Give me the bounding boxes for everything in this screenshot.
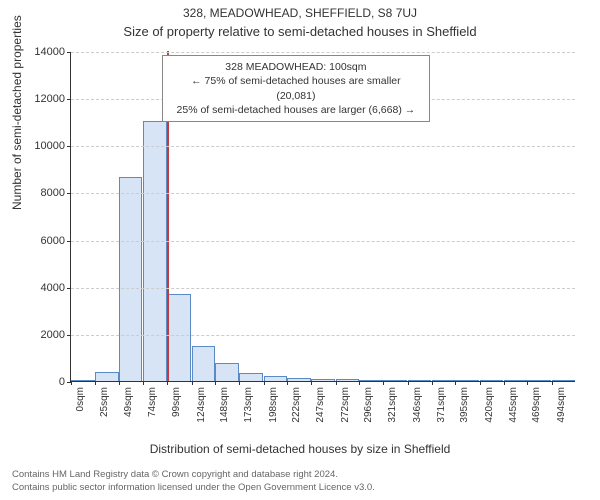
histogram-bar <box>95 372 119 381</box>
xtick-mark <box>504 381 505 385</box>
gridline <box>71 52 575 53</box>
xtick-label: 148sqm <box>219 387 230 423</box>
histogram-bar <box>192 346 216 381</box>
histogram-bar <box>408 380 432 381</box>
histogram-bar <box>527 380 551 381</box>
histogram-bar <box>143 121 167 381</box>
xtick-label: 321sqm <box>387 387 398 423</box>
ytick-label: 14000 <box>34 46 65 58</box>
histogram-bar <box>239 373 263 381</box>
xtick-mark <box>143 381 144 385</box>
ytick-label: 12000 <box>34 93 65 105</box>
xtick-mark <box>95 381 96 385</box>
footer-line-1: Contains HM Land Registry data © Crown c… <box>12 469 375 481</box>
histogram-bar <box>264 376 288 381</box>
xtick-mark <box>287 381 288 385</box>
ytick-mark <box>67 193 71 194</box>
xtick-label: 124sqm <box>196 387 207 423</box>
xtick-mark <box>383 381 384 385</box>
ytick-mark <box>67 52 71 53</box>
x-axis-label: Distribution of semi-detached houses by … <box>0 442 600 456</box>
xtick-label: 272sqm <box>340 387 351 423</box>
xtick-label: 74sqm <box>147 387 158 417</box>
footer-line-2: Contains public sector information licen… <box>12 482 375 494</box>
xtick-label: 420sqm <box>484 387 495 423</box>
gridline <box>71 146 575 147</box>
xtick-mark <box>71 381 72 385</box>
annotation-line-1: 328 MEADOWHEAD: 100sqm <box>171 60 421 74</box>
xtick-mark <box>119 381 120 385</box>
xtick-label: 25sqm <box>99 387 110 417</box>
xtick-mark <box>432 381 433 385</box>
xtick-mark <box>167 381 168 385</box>
xtick-mark <box>264 381 265 385</box>
xtick-label: 469sqm <box>531 387 542 423</box>
ytick-label: 0 <box>59 376 65 388</box>
xtick-mark <box>455 381 456 385</box>
histogram-bar <box>287 378 311 381</box>
xtick-label: 346sqm <box>412 387 423 423</box>
ytick-label: 10000 <box>34 140 65 152</box>
ytick-mark <box>67 288 71 289</box>
plot-area: 020004000600080001000012000140000sqm25sq… <box>70 52 575 382</box>
xtick-mark <box>215 381 216 385</box>
histogram-bar <box>504 380 528 381</box>
annotation-box: 328 MEADOWHEAD: 100sqm← 75% of semi-deta… <box>162 55 430 122</box>
xtick-label: 222sqm <box>291 387 302 423</box>
xtick-label: 173sqm <box>243 387 254 423</box>
ytick-mark <box>67 146 71 147</box>
main-title: Size of property relative to semi-detach… <box>0 20 600 39</box>
super-title: 328, MEADOWHEAD, SHEFFIELD, S8 7UJ <box>0 0 600 20</box>
xtick-mark <box>311 381 312 385</box>
ytick-mark <box>67 335 71 336</box>
xtick-label: 371sqm <box>436 387 447 423</box>
ytick-label: 8000 <box>41 187 65 199</box>
xtick-label: 99sqm <box>171 387 182 417</box>
histogram-bar <box>311 379 335 381</box>
histogram-bar <box>455 380 479 381</box>
gridline <box>71 193 575 194</box>
xtick-label: 395sqm <box>459 387 470 423</box>
annotation-line-3: 25% of semi-detached houses are larger (… <box>171 103 421 117</box>
gridline <box>71 241 575 242</box>
xtick-mark <box>359 381 360 385</box>
ytick-label: 4000 <box>41 282 65 294</box>
ytick-label: 6000 <box>41 235 65 247</box>
xtick-mark <box>527 381 528 385</box>
footer-attribution: Contains HM Land Registry data © Crown c… <box>12 469 375 494</box>
histogram-bar <box>383 380 407 381</box>
xtick-mark <box>480 381 481 385</box>
xtick-mark <box>552 381 553 385</box>
ytick-mark <box>67 99 71 100</box>
histogram-bar <box>552 380 576 381</box>
xtick-label: 445sqm <box>508 387 519 423</box>
histogram-bar <box>432 380 456 381</box>
xtick-label: 494sqm <box>556 387 567 423</box>
gridline <box>71 288 575 289</box>
xtick-label: 49sqm <box>123 387 134 417</box>
xtick-label: 0sqm <box>75 387 86 411</box>
gridline <box>71 335 575 336</box>
ytick-label: 2000 <box>41 329 65 341</box>
histogram-bar <box>336 379 360 381</box>
histogram-bar <box>119 177 143 381</box>
xtick-mark <box>192 381 193 385</box>
chart-container: 328, MEADOWHEAD, SHEFFIELD, S8 7UJ Size … <box>0 0 600 500</box>
y-axis-label: Number of semi-detached properties <box>10 15 24 210</box>
histogram-bar <box>359 380 383 381</box>
xtick-label: 247sqm <box>315 387 326 423</box>
histogram-bar <box>480 380 504 381</box>
histogram-bar <box>71 380 95 381</box>
ytick-mark <box>67 241 71 242</box>
histogram-bar <box>167 294 191 381</box>
xtick-label: 198sqm <box>268 387 279 423</box>
xtick-label: 296sqm <box>363 387 374 423</box>
xtick-mark <box>408 381 409 385</box>
histogram-bar <box>215 363 239 381</box>
xtick-mark <box>336 381 337 385</box>
annotation-line-2: ← 75% of semi-detached houses are smalle… <box>171 74 421 102</box>
xtick-mark <box>239 381 240 385</box>
